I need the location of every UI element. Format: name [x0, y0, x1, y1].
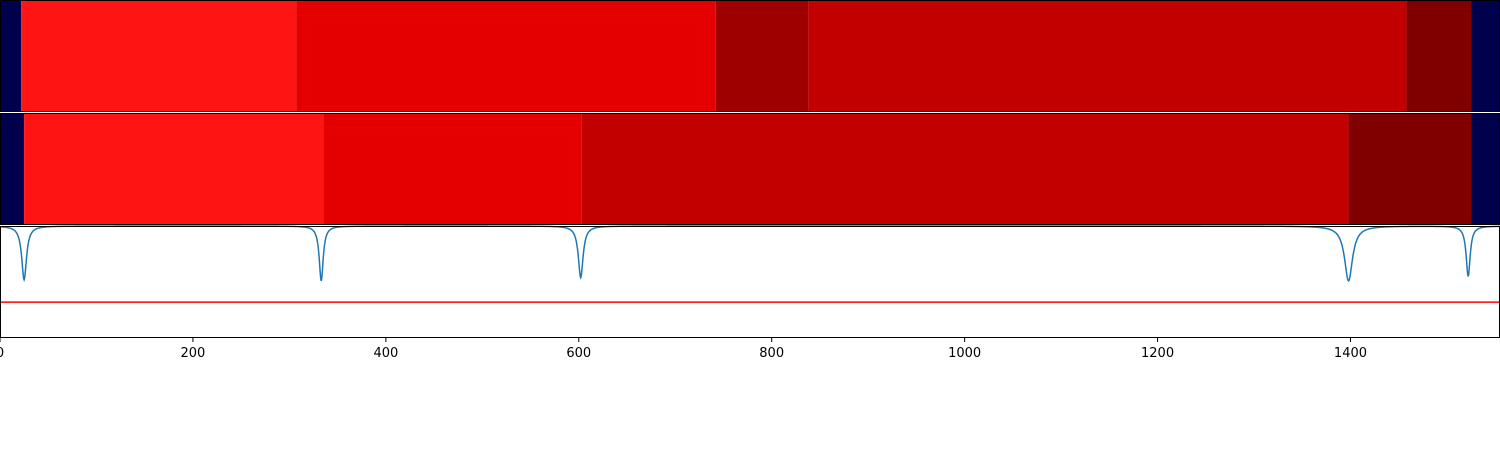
- heatmap-segment: [1406, 0, 1472, 112]
- x-tick-label: 200: [181, 346, 206, 361]
- line-plot-panel: 0 200 400 600 800 1000 1200 1400: [0, 225, 1500, 361]
- heatmap-segment: [21, 0, 297, 112]
- heatmap-segment: [323, 113, 582, 225]
- heatmap-row-2: [0, 113, 1500, 225]
- heatmap-segment: [0, 113, 25, 225]
- heatmap-segment: [1348, 113, 1472, 225]
- heatmap-segment: [1471, 0, 1500, 112]
- x-tick-label: 600: [566, 346, 591, 361]
- heatmap-row-1: [0, 0, 1500, 112]
- x-tick-label: 800: [759, 346, 784, 361]
- heatmap-segment: [24, 113, 324, 225]
- x-tick-label: 0: [0, 346, 4, 361]
- x-tick-label: 400: [373, 346, 398, 361]
- heatmap-segment: [581, 113, 1349, 225]
- x-tick-label: 1000: [948, 346, 981, 361]
- heatmap-segment: [1471, 113, 1500, 225]
- heatmap-segment: [296, 0, 716, 112]
- series-line: [0, 225, 1500, 283]
- plot-frame: [0, 226, 1500, 338]
- heatmap-segment: [808, 0, 1407, 112]
- x-tick-label: 1200: [1141, 346, 1174, 361]
- x-tick-label: 1400: [1334, 346, 1367, 361]
- heatmap-segment: [0, 0, 22, 112]
- heatmap-segment: [715, 0, 809, 112]
